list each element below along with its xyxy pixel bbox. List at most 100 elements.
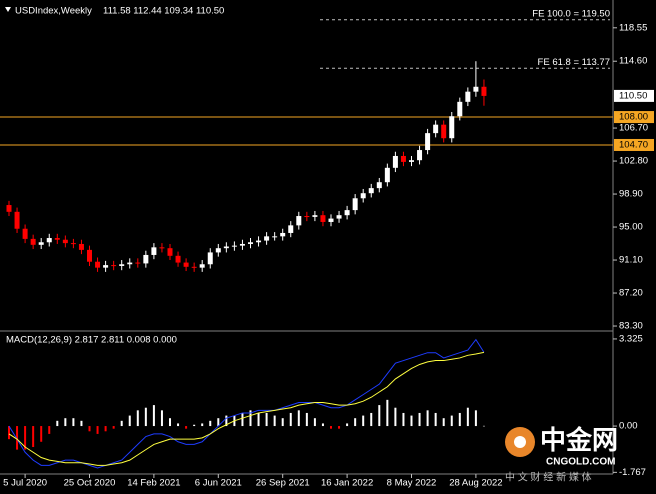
histogram-bar	[249, 410, 252, 427]
histogram-bar	[56, 420, 59, 427]
histogram-bar	[305, 412, 308, 427]
macd-title: MACD(12,26,9) 2.817 2.811 0.008 0.000	[6, 335, 177, 346]
candle-body	[239, 243, 245, 246]
histogram-bar	[458, 412, 461, 427]
histogram-bar	[402, 412, 405, 427]
histogram-bar	[144, 407, 147, 427]
histogram-bar	[40, 426, 43, 442]
last-price-box	[614, 89, 654, 102]
candle-body	[248, 242, 253, 244]
histogram-bar	[442, 418, 445, 427]
histogram-bar	[72, 418, 75, 427]
histogram-bar	[80, 420, 83, 427]
y-tick-label: 106.70	[619, 123, 648, 134]
candle-body	[457, 101, 463, 117]
histogram-bar	[201, 423, 204, 427]
histogram-bar	[257, 412, 260, 427]
candle-body	[103, 265, 109, 268]
y-tick-label: 98.90	[619, 189, 643, 200]
histogram-bar	[112, 426, 115, 429]
x-tick-label: 25 Oct 2020	[64, 478, 116, 489]
histogram-bar	[394, 407, 397, 427]
histogram-bar	[24, 426, 27, 450]
histogram-bar	[378, 405, 381, 427]
candle-body	[175, 255, 181, 263]
candle-body	[14, 211, 20, 229]
candle-body	[312, 215, 318, 217]
candle-body	[296, 216, 302, 226]
histogram-bar	[362, 415, 365, 427]
histogram-bar	[88, 426, 91, 432]
histogram-bar	[128, 415, 131, 427]
level-label-box	[614, 138, 654, 151]
histogram-bar	[346, 423, 349, 427]
signal-line	[8, 351, 485, 466]
candle-body	[336, 215, 342, 219]
histogram-bar	[354, 418, 357, 427]
histogram-bar	[338, 426, 341, 429]
candle-body	[425, 133, 431, 151]
histogram-bar	[104, 426, 107, 432]
candle-body	[119, 264, 125, 266]
x-tick-label: 5 Jul 2020	[3, 478, 47, 489]
histogram-bar	[241, 412, 244, 427]
y-tick-label: 87.20	[619, 288, 643, 299]
candle-body	[199, 264, 205, 268]
candle-body	[344, 210, 350, 216]
x-tick-label: 6 Jun 2021	[195, 478, 242, 489]
candle-body	[207, 252, 213, 265]
candle-body	[368, 188, 374, 194]
candle-body	[288, 225, 294, 233]
histogram-bar	[64, 418, 67, 427]
histogram-bar	[120, 420, 123, 427]
candle-body	[328, 218, 334, 222]
histogram-bar	[265, 412, 268, 427]
histogram-bar	[96, 426, 99, 434]
candle-body	[6, 205, 12, 212]
logo-slogan: 中 文 财 经 新 媒 体	[505, 471, 592, 484]
histogram-bar	[370, 412, 373, 427]
candle-body	[127, 262, 133, 265]
histogram-bar	[32, 426, 35, 448]
histogram-bar	[177, 423, 180, 427]
y-tick-label: 95.00	[619, 222, 643, 233]
y-tick-label: -1.767	[619, 467, 646, 478]
candle-body	[473, 86, 479, 92]
main-line	[8, 338, 485, 469]
histogram-bar	[297, 410, 300, 427]
ohlc-header: 111.58 112.44 109.34 110.50	[103, 6, 224, 17]
histogram-bar	[209, 420, 212, 427]
candle-body	[22, 228, 28, 239]
x-tick-label: 16 Jan 2022	[321, 478, 373, 489]
histogram-bar	[321, 423, 324, 427]
level-label: 108.00	[619, 112, 648, 123]
candle-body	[272, 236, 278, 238]
histogram-bar	[185, 426, 188, 429]
candle-body	[465, 91, 471, 102]
candle-body	[159, 247, 165, 249]
histogram-bar	[289, 412, 292, 427]
fibo-label: FE 100.0 = 119.50	[532, 8, 610, 19]
logo-name: 中金网	[540, 425, 618, 455]
logo-site: CNGOLD.COM	[546, 457, 615, 468]
candle-body	[400, 155, 406, 162]
candle-body	[167, 248, 173, 256]
candle-body	[409, 160, 414, 162]
x-tick-label: 14 Feb 2021	[127, 478, 180, 489]
candle-body	[280, 232, 286, 237]
candle-body	[70, 243, 76, 245]
histogram-bar	[474, 410, 477, 427]
candle-body	[78, 243, 84, 250]
candle-body	[449, 116, 455, 139]
histogram-bar	[466, 407, 469, 427]
level-label: 104.70	[619, 139, 648, 150]
candle-body	[62, 239, 68, 244]
candle-body	[481, 86, 487, 96]
candle-body	[135, 262, 141, 264]
candle-body	[392, 155, 398, 168]
histogram-bar	[386, 399, 389, 427]
candle-body	[46, 238, 52, 243]
candle-body	[352, 198, 358, 211]
